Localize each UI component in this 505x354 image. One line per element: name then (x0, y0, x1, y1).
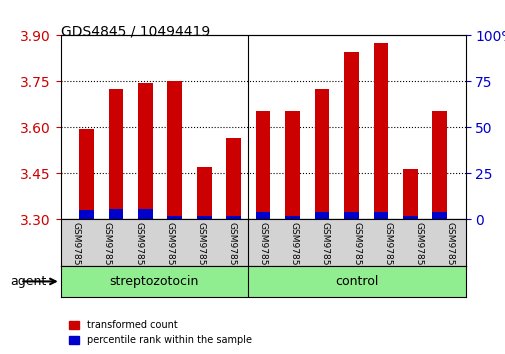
Bar (314, 212, 329, 219)
Text: GSM978540: GSM978540 (414, 222, 423, 277)
Bar (314, 89, 329, 219)
Bar (138, 83, 153, 219)
Bar (285, 216, 299, 219)
Text: GSM978536: GSM978536 (289, 222, 298, 277)
Bar (226, 138, 240, 219)
Text: GSM978539: GSM978539 (382, 222, 391, 277)
Bar (255, 110, 270, 219)
Bar (196, 216, 211, 219)
Bar (109, 89, 123, 219)
Bar (373, 212, 387, 219)
Bar (196, 167, 211, 219)
Bar (79, 129, 93, 219)
Bar (167, 81, 182, 219)
Bar (109, 209, 123, 219)
Text: GSM978547: GSM978547 (227, 222, 236, 277)
Text: GSM978537: GSM978537 (320, 222, 329, 277)
Bar (167, 216, 182, 219)
Text: GSM978541: GSM978541 (444, 222, 453, 277)
Text: GDS4845 / 10494419: GDS4845 / 10494419 (61, 25, 210, 39)
Bar (138, 209, 153, 219)
Text: control: control (334, 275, 377, 288)
Text: GSM978543: GSM978543 (103, 222, 112, 277)
Bar (402, 216, 417, 219)
Text: GSM978544: GSM978544 (134, 222, 143, 276)
Bar (432, 212, 446, 219)
Text: GSM978545: GSM978545 (165, 222, 174, 277)
Text: GSM978542: GSM978542 (72, 222, 81, 276)
Text: streptozotocin: streptozotocin (109, 275, 198, 288)
Bar (343, 212, 358, 219)
Text: GSM978535: GSM978535 (258, 222, 267, 277)
Text: agent: agent (10, 275, 46, 288)
Bar (79, 210, 93, 219)
Bar (343, 52, 358, 219)
Bar (226, 216, 240, 219)
Bar (432, 110, 446, 219)
Bar (285, 110, 299, 219)
Bar (402, 169, 417, 219)
Text: GSM978546: GSM978546 (196, 222, 205, 277)
Bar (373, 43, 387, 219)
Bar (255, 212, 270, 219)
Legend: transformed count, percentile rank within the sample: transformed count, percentile rank withi… (66, 316, 256, 349)
Text: GSM978538: GSM978538 (351, 222, 361, 277)
